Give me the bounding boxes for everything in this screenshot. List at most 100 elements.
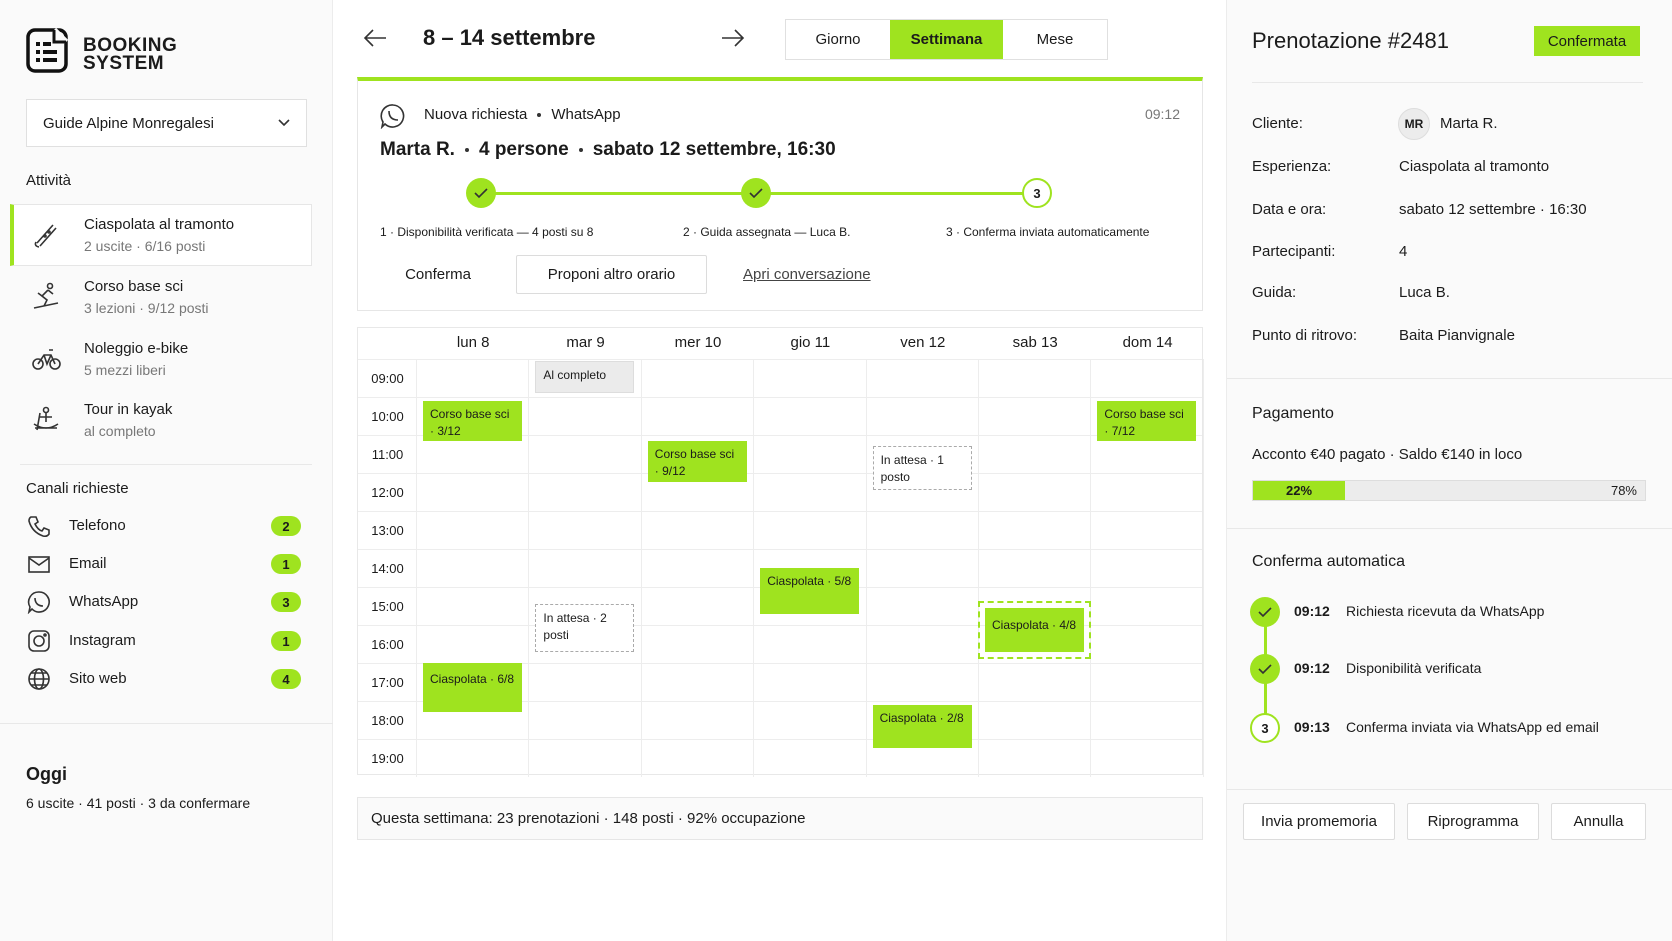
cancel-button[interactable]: Annulla [1551,803,1646,840]
section-title: Conferma automatica [1252,553,1405,570]
activity-name: Noleggio e-bike [84,340,189,357]
grid-line [358,435,1202,436]
today-summary: 6 uscite · 41 posti · 3 da confermare [26,795,251,811]
channel-icon [27,629,51,653]
divider [1227,378,1672,379]
open-conversation-link[interactable]: Apri conversazione [743,266,871,283]
grid-line [528,359,530,777]
channel-icon [27,514,51,538]
calendar-event[interactable]: Ciaspolata · 2/8 [872,704,972,749]
grid-line [358,701,1202,702]
divider [1227,528,1672,529]
calendar-event[interactable]: Ciaspolata · 5/8 [760,568,860,614]
calendar-event-selected[interactable]: Ciaspolata · 4/8 [978,600,1091,659]
step-pending: 3 [1022,178,1052,208]
request-title: Nuova richiesta [424,106,528,123]
logo-icon [26,28,69,73]
divider [0,723,333,724]
day-header: dom 14 [1122,334,1173,351]
previous-week[interactable] [362,28,388,48]
activity-icon [31,343,61,373]
activity-detail: al completo [84,423,156,439]
hour-label: 11:00 [371,447,404,462]
channel-item[interactable] [20,665,312,695]
channel-item[interactable] [20,588,312,618]
booking-title: Prenotazione #2481 [1252,28,1449,53]
confirm-button[interactable]: Conferma [378,255,498,294]
activity-name: Tour in kayak [84,401,173,418]
client-name: Marta R. [380,139,455,160]
channel-item[interactable] [20,627,312,657]
hour-label: 12:00 [371,485,404,500]
organization-select[interactable]: Guide Alpine Monregalesi [26,99,307,147]
calendar-event[interactable]: Corso base sci · 3/12 [423,400,522,441]
channel-count: 1 [271,631,301,651]
request-date: sabato 12 settembre, 16:30 [592,139,836,160]
grid-line [358,473,1202,474]
channel-name: WhatsApp [69,593,139,610]
chevron [278,119,290,127]
field-label: Esperienza: [1252,158,1332,175]
activity-icon [31,281,61,311]
view-tab-active[interactable]: Settimana [890,20,1003,59]
channel-count: 4 [271,669,301,689]
field-value: Ciaspolata al tramonto [1399,158,1550,175]
activity-item-selected[interactable] [10,204,312,266]
divider [1227,789,1672,790]
reschedule-button[interactable]: Riprogramma [1407,803,1539,840]
calendar-event[interactable]: Corso base sci · 7/12 [1097,400,1197,441]
hour-label: 18:00 [371,713,404,728]
request-card: Nuova richiesta WhatsApp 09:12 Marta R. 4 … [357,77,1203,311]
request-channel: WhatsApp [551,106,621,123]
view-tabs: Giorno Settimana Mese [785,19,1108,60]
channel-count: 1 [271,554,301,574]
calendar-event[interactable]: Al completo [535,360,635,394]
timeline-time: 09:12 [1294,603,1330,619]
brand-line: SYSTEM [83,53,165,74]
hour-label: 17:00 [371,675,404,690]
reminder-button[interactable]: Invia promemoria [1243,803,1395,840]
channel-icon [27,667,51,691]
channel-item[interactable] [20,550,312,580]
activity-icon [31,404,61,434]
channel-item[interactable] [20,512,312,542]
grid-line [753,359,755,777]
day-header: sab 13 [1012,334,1058,351]
grid-line [1090,359,1092,777]
timeline-text: Disponibilità verificata [1346,660,1482,676]
hour-label: 09:00 [371,371,404,386]
channel-count: 3 [271,592,301,612]
view-tab[interactable]: Mese [1036,31,1074,48]
section-title: Attività [26,172,72,189]
next-week[interactable] [720,28,746,48]
activity-detail: 3 lezioni · 9/12 posti [84,300,209,316]
calendar-event[interactable]: Ciaspolata · 6/8 [423,663,522,713]
timeline-done [1250,597,1280,627]
people: 4 persone [478,139,569,160]
activity-name: Corso base sci [84,278,184,295]
payment-text: Acconto €40 pagato · Saldo €140 in loco [1252,446,1523,463]
channel-icon [27,590,51,615]
propose-button[interactable]: Proponi altro orario [516,255,707,294]
grid-line [358,663,1202,664]
grid-line [358,397,1202,398]
request-time: 09:12 [1144,106,1180,122]
separator [464,147,469,152]
step-label: 2 · Guida assegnata — Luca B. [683,225,851,239]
section-title: Pagamento [1252,405,1334,422]
booking-panel: Prenotazione #2481 Confermata Pagamento … [1226,0,1672,941]
step-done [466,178,496,208]
calendar-event[interactable]: Corso base sci · 9/12 [647,440,747,483]
calendar-event-pending[interactable]: In attesa · 1 posto [872,446,972,491]
brand: BOOKING SYSTEM [83,36,177,74]
view-tab[interactable]: Giorno [815,31,861,48]
hour-label: 15:00 [371,599,404,614]
today-title: Oggi [26,764,67,784]
calendar-event-pending[interactable]: In attesa · 2 posti [535,604,635,652]
channel-name: Sito web [69,670,127,687]
field-label: Punto di ritrovo: [1252,327,1358,344]
timeline-time: 09:13 [1294,719,1330,735]
field-label: Guida: [1252,284,1297,301]
request-summary: Marta R. 4 persone sabato 12 settembre, 16… [380,139,836,161]
